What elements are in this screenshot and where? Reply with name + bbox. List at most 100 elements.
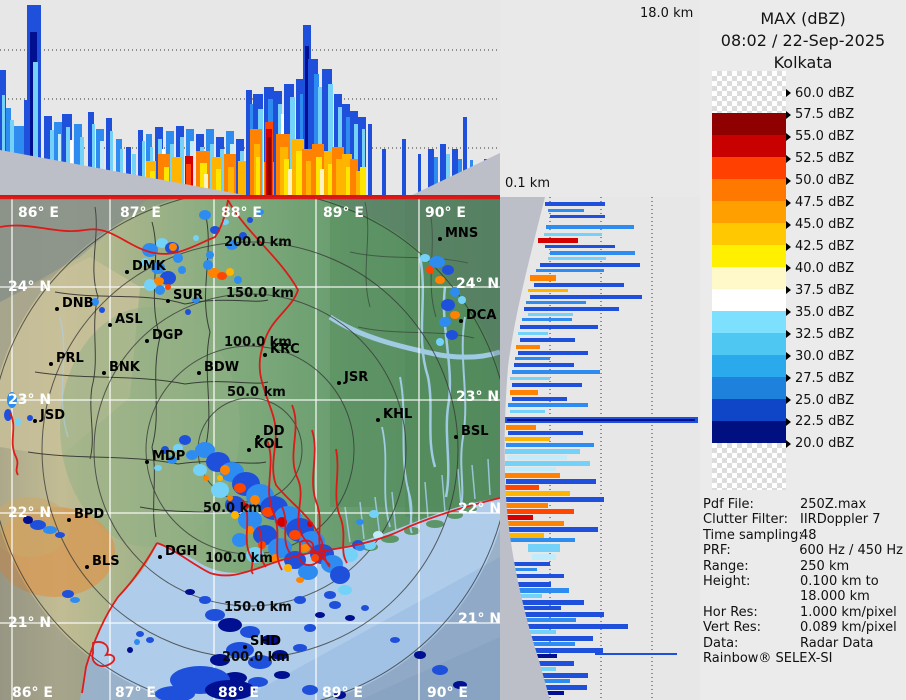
meta-row: Hor Res: 1.000 km/pixel — [703, 605, 903, 620]
station-name: Kolkata — [773, 53, 833, 72]
scale-tick-arrow-icon — [786, 417, 791, 426]
scale-tick-arrow-icon — [786, 176, 791, 185]
height-max-label: 18.0 km — [640, 6, 694, 21]
city-dot — [158, 555, 162, 559]
city-label: KOL — [254, 437, 283, 452]
city-label: DCA — [466, 308, 497, 323]
scale-label: 27.5 dBZ — [786, 370, 854, 386]
meta-row: PRF: 600 Hz / 450 Hz — [703, 543, 903, 558]
city-dot — [85, 565, 89, 569]
graticule-label: 22° N — [458, 501, 502, 517]
meta-value: IIRDoppler 7 — [800, 512, 881, 528]
color-scale — [712, 71, 786, 490]
graticule-label: 21° N — [8, 615, 52, 631]
city-dot — [145, 339, 149, 343]
scale-tick-arrow-icon — [786, 154, 791, 163]
product-metadata: Pdf File: 250Z.max Clutter Filter: IIRDoppl… — [703, 497, 903, 651]
city-label: DNB — [62, 296, 94, 311]
meta-row: Vert Res: 0.089 km/pixel — [703, 620, 903, 635]
city-dot — [145, 460, 149, 464]
city-label: JSR — [344, 370, 369, 385]
meta-row: Pdf File: 250Z.max — [703, 497, 903, 512]
scale-cell — [712, 311, 786, 333]
graticule-label: 90° E — [427, 685, 468, 700]
scale-cell — [712, 113, 786, 135]
scale-label: 52.5 dBZ — [786, 151, 854, 167]
meta-value: 0.100 km to — [800, 573, 879, 589]
scale-tick-arrow-icon — [786, 89, 791, 97]
graticule-label: 88° E — [221, 205, 262, 221]
range-ring-label: 150.0 km — [224, 600, 292, 615]
city-dot — [67, 518, 71, 522]
city-dot — [459, 319, 463, 323]
scale-label-text: 60.0 dBZ — [795, 85, 855, 101]
scale-label: 35.0 dBZ — [786, 304, 854, 320]
meta-row: 18.000 km — [703, 589, 903, 604]
scale-label: 30.0 dBZ — [786, 348, 854, 364]
scale-cell — [712, 399, 786, 421]
meta-key: Clutter Filter: — [703, 512, 788, 528]
city-dot — [256, 435, 260, 439]
height-axis-area: 18.0 km 0.1 km — [500, 0, 700, 197]
scale-tick-arrow-icon — [786, 330, 791, 339]
scale-label: 25.0 dBZ — [786, 392, 854, 408]
city-label: BPD — [74, 507, 105, 522]
range-ring-label: 50.0 km — [203, 501, 262, 516]
city-dot — [438, 237, 442, 241]
city-dot — [49, 362, 53, 366]
meta-value: 0.089 km/pixel — [800, 620, 897, 636]
range-ring-label: 200.0 km — [222, 650, 290, 665]
scale-label-text: 52.5 dBZ — [795, 151, 855, 167]
scale-cell — [712, 355, 786, 377]
scale-label: 20.0 dBZ — [786, 436, 854, 452]
scale-tick-arrow-icon — [786, 198, 791, 207]
scale-label-text: 40.0 dBZ — [795, 260, 855, 276]
meta-row: Data: Radar Data — [703, 636, 903, 651]
scale-tick-arrow-icon — [786, 132, 791, 141]
city-dot — [454, 435, 458, 439]
graticule-label: 22° N — [8, 505, 52, 521]
city-label: SUR — [173, 288, 203, 303]
meta-key: Vert Res: — [703, 620, 762, 636]
meta-key: Data: — [703, 635, 739, 651]
scale-label-text: 57.5 dBZ — [795, 107, 855, 123]
scale-label-text: 37.5 dBZ — [795, 282, 855, 298]
height-min-label: 0.1 km — [505, 176, 550, 191]
city-label: KRC — [270, 342, 300, 357]
scale-label: 42.5 dBZ — [786, 239, 854, 255]
city-label: JSD — [40, 408, 65, 423]
range-ring-label: 200.0 km — [224, 235, 292, 250]
meta-row: Height: 0.100 km to — [703, 574, 903, 589]
city-label: BLS — [92, 554, 120, 569]
meta-key: Hor Res: — [703, 604, 758, 620]
scale-label: 60.0 dBZ — [786, 85, 854, 101]
meta-key: Pdf File: — [703, 497, 754, 512]
meta-row: Clutter Filter: IIRDoppler 7 — [703, 512, 903, 527]
scale-cell — [712, 289, 786, 311]
meta-value: Radar Data — [800, 635, 874, 651]
terrain-silhouette-side — [500, 197, 550, 700]
meta-row: Range: 250 km — [703, 559, 903, 574]
scale-cell — [712, 245, 786, 267]
scale-cell — [712, 179, 786, 201]
scale-label: 40.0 dBZ — [786, 260, 854, 276]
range-ring-label: 100.0 km — [205, 551, 273, 566]
scale-label-text: 27.5 dBZ — [795, 370, 855, 386]
scale-tick-arrow-icon — [786, 308, 791, 317]
city-dot — [337, 381, 341, 385]
city-label: MNS — [445, 226, 479, 241]
range-ring-label: 100.0 km — [224, 335, 292, 350]
city-label: BNK — [109, 360, 140, 375]
scale-label: 50.0 dBZ — [786, 173, 854, 189]
city-label: PRL — [56, 351, 84, 366]
scale-cell — [712, 135, 786, 157]
scale-label: 22.5 dBZ — [786, 414, 854, 430]
scale-tick-arrow-icon — [786, 264, 791, 273]
city-dot — [33, 419, 37, 423]
radar-echoes — [4, 209, 467, 700]
scale-tick-arrow-icon — [786, 352, 791, 361]
city-label: SHD — [250, 634, 282, 649]
graticule-label: 89° E — [322, 685, 363, 700]
scale-tick-arrow-icon — [786, 374, 791, 383]
